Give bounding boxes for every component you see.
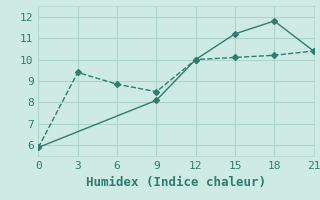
X-axis label: Humidex (Indice chaleur): Humidex (Indice chaleur) [86,176,266,189]
